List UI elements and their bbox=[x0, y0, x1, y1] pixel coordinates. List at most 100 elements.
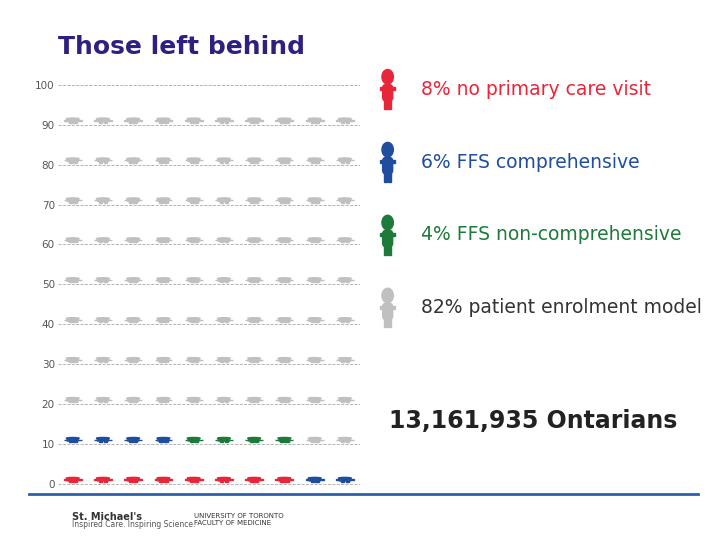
Bar bbox=[280, 281, 284, 282]
Bar bbox=[346, 401, 349, 402]
Bar bbox=[134, 281, 138, 282]
Circle shape bbox=[96, 318, 109, 319]
Bar bbox=[225, 321, 228, 322]
FancyBboxPatch shape bbox=[309, 280, 320, 281]
FancyBboxPatch shape bbox=[382, 231, 392, 247]
Text: Those left behind: Those left behind bbox=[58, 35, 305, 59]
Bar bbox=[250, 281, 253, 282]
Bar bbox=[164, 361, 168, 362]
Bar bbox=[250, 441, 253, 442]
Bar bbox=[388, 99, 391, 109]
Circle shape bbox=[127, 278, 140, 280]
FancyBboxPatch shape bbox=[188, 160, 199, 161]
Bar bbox=[189, 441, 193, 442]
Circle shape bbox=[66, 278, 79, 280]
Bar bbox=[73, 281, 77, 282]
Bar bbox=[129, 481, 132, 482]
Bar bbox=[73, 441, 77, 442]
Bar bbox=[380, 306, 384, 309]
Bar bbox=[285, 201, 289, 202]
Bar bbox=[73, 481, 77, 482]
Bar bbox=[346, 441, 349, 442]
Circle shape bbox=[338, 198, 351, 200]
Bar bbox=[341, 441, 344, 442]
Bar bbox=[346, 321, 349, 322]
FancyBboxPatch shape bbox=[97, 120, 109, 122]
Bar bbox=[310, 401, 314, 402]
Bar bbox=[99, 122, 102, 123]
Bar bbox=[129, 401, 132, 402]
Bar bbox=[388, 318, 391, 327]
FancyBboxPatch shape bbox=[97, 440, 109, 441]
Bar bbox=[285, 122, 289, 123]
Circle shape bbox=[217, 437, 230, 439]
FancyBboxPatch shape bbox=[248, 280, 260, 281]
Circle shape bbox=[187, 477, 200, 479]
Circle shape bbox=[248, 357, 261, 359]
Bar bbox=[250, 122, 253, 123]
Bar bbox=[194, 201, 198, 202]
Bar bbox=[194, 161, 198, 163]
Bar bbox=[280, 361, 284, 362]
Bar bbox=[280, 201, 284, 202]
Bar bbox=[255, 401, 258, 402]
FancyBboxPatch shape bbox=[339, 160, 351, 161]
Circle shape bbox=[66, 198, 79, 200]
FancyBboxPatch shape bbox=[188, 360, 199, 361]
Bar bbox=[341, 481, 344, 482]
Bar bbox=[220, 241, 223, 242]
FancyBboxPatch shape bbox=[158, 120, 169, 122]
FancyBboxPatch shape bbox=[127, 320, 139, 321]
Circle shape bbox=[217, 278, 230, 280]
Circle shape bbox=[278, 437, 291, 439]
Bar bbox=[255, 281, 258, 282]
Circle shape bbox=[338, 238, 351, 240]
FancyBboxPatch shape bbox=[218, 400, 230, 401]
Bar bbox=[134, 241, 138, 242]
Circle shape bbox=[338, 118, 351, 120]
Circle shape bbox=[96, 118, 109, 120]
Bar bbox=[255, 481, 258, 482]
Bar bbox=[225, 201, 228, 202]
Bar bbox=[159, 201, 163, 202]
Circle shape bbox=[338, 357, 351, 359]
Bar bbox=[220, 401, 223, 402]
Circle shape bbox=[187, 198, 200, 200]
Circle shape bbox=[278, 118, 291, 120]
FancyBboxPatch shape bbox=[97, 479, 109, 481]
Bar bbox=[189, 401, 193, 402]
FancyBboxPatch shape bbox=[339, 400, 351, 401]
FancyBboxPatch shape bbox=[279, 400, 290, 401]
Bar bbox=[73, 361, 77, 362]
FancyBboxPatch shape bbox=[248, 120, 260, 122]
Bar bbox=[220, 441, 223, 442]
FancyBboxPatch shape bbox=[309, 200, 320, 201]
Bar bbox=[159, 361, 163, 362]
Bar bbox=[250, 241, 253, 242]
Bar bbox=[164, 321, 168, 322]
FancyBboxPatch shape bbox=[279, 120, 290, 122]
Text: 82% patient enrolment model: 82% patient enrolment model bbox=[421, 298, 702, 318]
Bar bbox=[104, 122, 107, 123]
Circle shape bbox=[187, 397, 200, 399]
FancyBboxPatch shape bbox=[188, 240, 199, 241]
Circle shape bbox=[157, 357, 170, 359]
FancyBboxPatch shape bbox=[158, 200, 169, 201]
Circle shape bbox=[338, 397, 351, 399]
Bar bbox=[315, 441, 319, 442]
Bar bbox=[194, 281, 198, 282]
FancyBboxPatch shape bbox=[339, 360, 351, 361]
Bar bbox=[68, 441, 72, 442]
Bar bbox=[250, 481, 253, 482]
FancyBboxPatch shape bbox=[382, 158, 392, 174]
Bar bbox=[255, 361, 258, 362]
Bar bbox=[315, 401, 319, 402]
FancyBboxPatch shape bbox=[309, 440, 320, 441]
Bar bbox=[280, 122, 284, 123]
Circle shape bbox=[127, 118, 140, 120]
FancyBboxPatch shape bbox=[279, 479, 290, 481]
Bar bbox=[380, 87, 384, 90]
Bar bbox=[189, 201, 193, 202]
FancyBboxPatch shape bbox=[67, 400, 78, 401]
Bar bbox=[189, 481, 193, 482]
